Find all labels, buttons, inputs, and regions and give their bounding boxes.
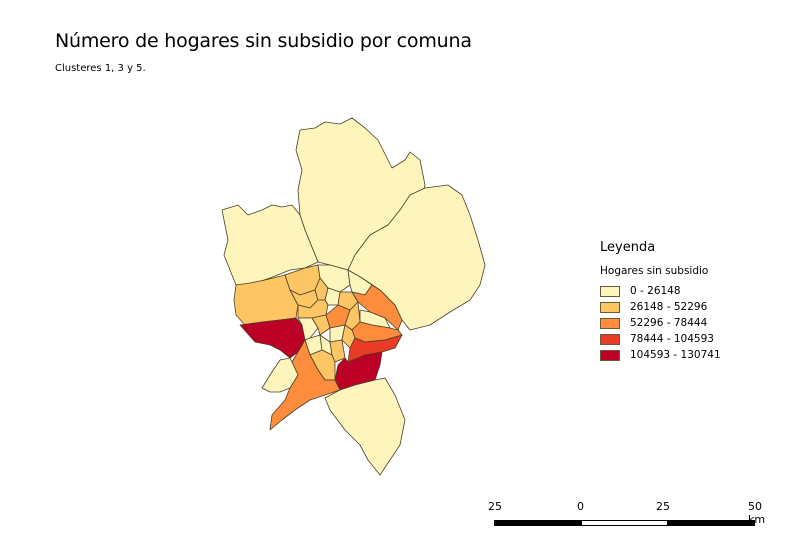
comuna-las-condes — [351, 284, 403, 331]
legend-title: Leyenda — [600, 240, 656, 255]
legend-item: 0 - 26148 — [600, 283, 721, 299]
legend-item: 26148 - 52296 — [600, 299, 721, 315]
legend-item: 52296 - 78444 — [600, 315, 721, 331]
legend-item: 104593 - 130741 — [600, 347, 721, 363]
legend-swatch — [600, 349, 620, 361]
legend-item: 78444 - 104593 — [600, 331, 721, 347]
scale-label: 25 — [656, 500, 670, 513]
scale-segment — [667, 520, 755, 526]
scale-label: 25 — [488, 500, 502, 513]
map-title: Número de hogares sin subsidio por comun… — [55, 30, 472, 52]
legend-layer-name: Hogares sin subsidio — [600, 265, 709, 277]
legend-swatch — [600, 285, 620, 297]
comuna-la-florida-sub — [329, 339, 346, 363]
comuna-calera-de-tango — [261, 357, 299, 393]
legend-swatch — [600, 333, 620, 345]
legend-swatch — [600, 317, 620, 329]
scale-segment — [581, 520, 668, 526]
scale-label: 0 — [577, 500, 584, 513]
scale-bar: 25 0 25 50 km — [488, 500, 774, 530]
comuna-east — [347, 184, 486, 331]
scale-segment — [494, 520, 582, 526]
legend-swatch — [600, 301, 620, 313]
comuna-maipu — [239, 317, 306, 359]
comuna-recoleta — [324, 287, 341, 306]
comuna-pedro-aguirre-cerda — [311, 314, 331, 336]
map-subtitle: Clusteres 1, 3 y 5. — [55, 63, 146, 74]
comuna-northwest — [221, 204, 319, 286]
comuna-pirque — [324, 377, 406, 476]
legend: Leyenda Hogares sin subsidio 0 - 26148 2… — [600, 240, 721, 363]
